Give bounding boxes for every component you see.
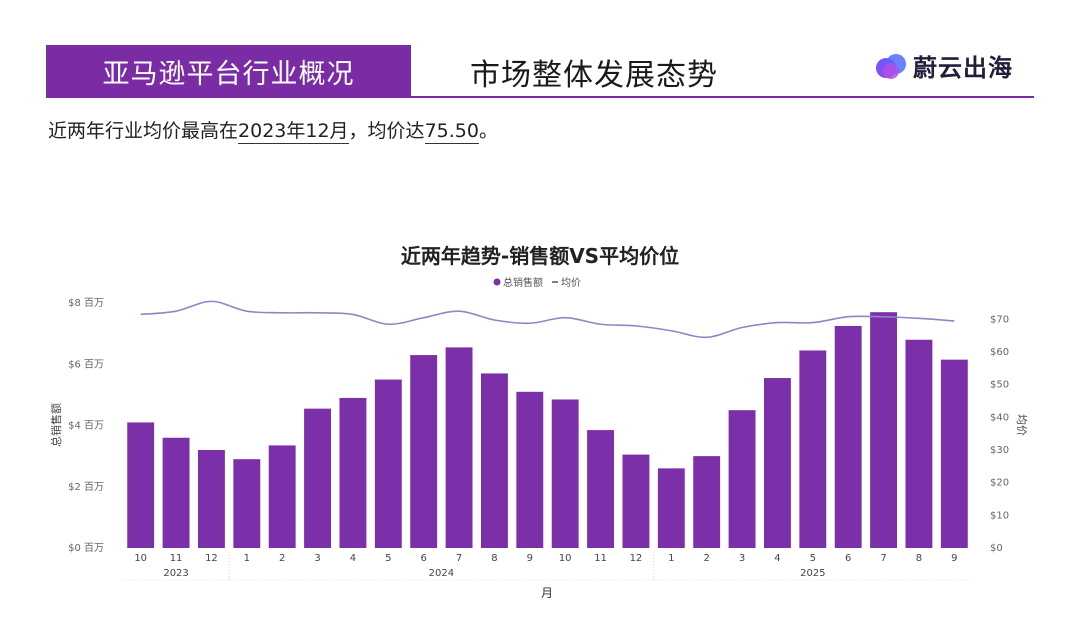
x-tick-label: 9 [951, 553, 957, 564]
legend-label-price: 均价 [561, 277, 581, 289]
y-tick-label: $0 百万 [68, 542, 104, 554]
header-divider [46, 96, 1034, 98]
summary-middle: ，均价达 [348, 120, 425, 142]
bar-sales [233, 459, 261, 548]
bar-sales [197, 450, 225, 548]
bar-sales [834, 325, 862, 548]
x-tick-label: 6 [421, 553, 427, 564]
bar-sales [268, 445, 296, 548]
y-tick-label: $4 百万 [68, 420, 104, 432]
x-tick-label: 10 [559, 553, 572, 564]
brand-logo: 蔚云出海 [873, 48, 1013, 83]
y2-tick-label: $60 [990, 347, 1009, 358]
bar-sales [551, 399, 579, 548]
bar-sales [799, 350, 827, 548]
bar-sales [763, 378, 791, 548]
bar-sales [339, 397, 367, 548]
y2-tick-label: $30 [990, 445, 1009, 456]
x-year-label: 2025 [800, 568, 825, 579]
x-tick-label: 2 [704, 553, 710, 564]
x-tick-label: 5 [385, 553, 391, 564]
x-tick-label: 12 [205, 553, 218, 564]
cloud-logo-icon [876, 53, 906, 79]
y2-axis-title: 均价 [1015, 414, 1028, 436]
x-year-label: 2023 [163, 568, 188, 579]
section-tag: 亚马逊平台行业概况 [46, 45, 411, 98]
section-tag-label: 亚马逊平台行业概况 [102, 59, 355, 90]
bar-sales [162, 437, 190, 548]
x-tick-label: 6 [845, 553, 851, 564]
line-avg-price [140, 300, 955, 339]
bar-sales [374, 379, 402, 548]
logo-text: 蔚云出海 [913, 54, 1013, 82]
x-tick-label: 1 [668, 553, 674, 564]
y-tick-label: $8 百万 [68, 297, 104, 309]
summary-peak-price: 75.50 [424, 120, 479, 144]
y-tick-label: $2 百万 [68, 481, 104, 493]
x-tick-label: 5 [810, 553, 816, 564]
x-axis-title: 月 [541, 586, 553, 600]
summary-suffix: 。 [478, 120, 498, 142]
x-tick-label: 7 [456, 553, 462, 564]
bar-sales [516, 391, 544, 548]
summary-peak-month: 2023年12月 [238, 120, 349, 144]
x-tick-label: 2 [279, 553, 285, 564]
bar-sales [940, 359, 968, 548]
bar-sales [304, 408, 332, 548]
x-tick-label: 8 [916, 553, 922, 564]
legend-marker-sales [493, 278, 501, 286]
bar-sales [127, 422, 155, 548]
x-tick-label: 1 [244, 553, 250, 564]
legend-label-sales: 总销售额 [503, 276, 543, 289]
bar-sales [480, 373, 508, 548]
x-tick-label: 10 [134, 553, 147, 564]
y2-tick-label: $0 [990, 543, 1003, 554]
bar-sales [728, 410, 756, 548]
y2-tick-label: $40 [990, 412, 1009, 423]
x-tick-label: 4 [350, 553, 356, 564]
page-title: 市场整体发展态势 [470, 58, 718, 93]
y-tick-label: $6 百万 [68, 358, 104, 370]
bar-sales [410, 355, 438, 548]
x-tick-label: 12 [630, 553, 643, 564]
x-tick-label: 7 [880, 553, 886, 564]
summary-prefix: 近两年行业均价最高在 [48, 120, 239, 142]
y2-tick-label: $10 [990, 510, 1009, 521]
x-tick-label: 3 [314, 553, 320, 564]
bar-sales [905, 339, 933, 548]
x-tick-label: 9 [527, 553, 533, 564]
bar-sales [445, 347, 473, 548]
bar-sales [587, 430, 615, 548]
x-tick-label: 8 [491, 553, 497, 564]
y2-tick-label: $70 [990, 314, 1009, 325]
y-axis-title: 总销售额 [49, 403, 63, 447]
y2-tick-label: $50 [990, 380, 1009, 391]
chart-title: 近两年趋势-销售额VS平均价位 [401, 244, 679, 268]
bar-sales [622, 454, 650, 548]
summary-text: 近两年行业均价最高在2023年12月，均价达75.50。 [48, 116, 498, 144]
bar-sales [657, 468, 685, 548]
x-year-label: 2024 [429, 568, 454, 579]
bar-sales [693, 456, 721, 548]
bar-sales [870, 312, 898, 548]
y2-tick-label: $20 [990, 478, 1009, 489]
x-tick-label: 3 [739, 553, 745, 564]
x-tick-label: 11 [170, 553, 183, 564]
x-tick-label: 11 [594, 553, 607, 564]
x-tick-label: 4 [774, 553, 780, 564]
